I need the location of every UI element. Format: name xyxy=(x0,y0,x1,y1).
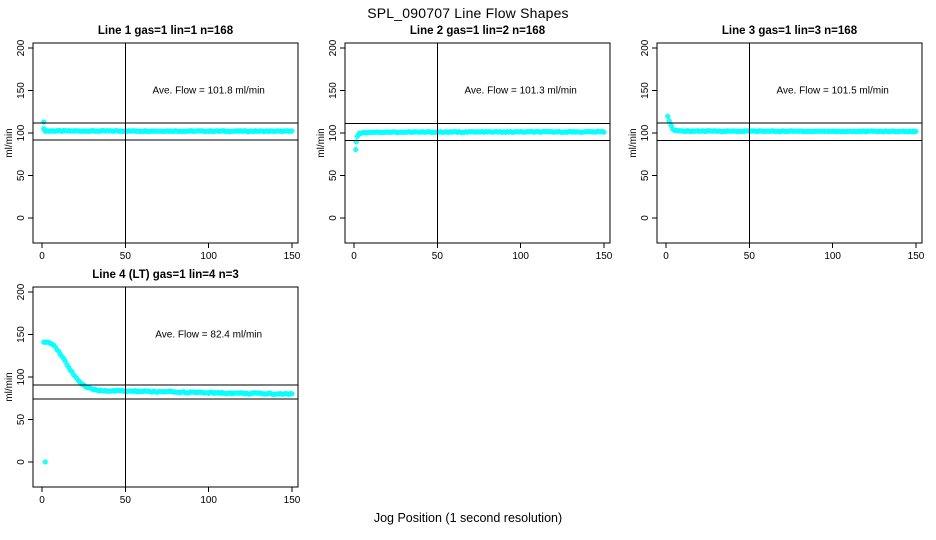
y-tick-label: 100 xyxy=(640,124,651,141)
y-tick-label: 200 xyxy=(16,283,27,300)
x-tick-label: 100 xyxy=(512,251,529,262)
plot-panel-line-3: 0 50 100 150 0 50 100 150 200 ml/min Ave. Flow = 1… xyxy=(628,39,925,262)
x-tick-label: 0 xyxy=(351,251,357,262)
ave-flow-annotation: Ave. Flow = 82.4 ml/min xyxy=(155,330,262,341)
ave-flow-annotation: Ave. Flow = 101.8 ml/min xyxy=(153,86,265,97)
y-axis-unit-label: ml/min xyxy=(4,372,15,401)
x-tick-label: 150 xyxy=(908,251,925,262)
plot-box xyxy=(32,42,299,244)
y-tick-label: 200 xyxy=(16,39,27,56)
data-point-crosses xyxy=(41,119,295,135)
x-axis-label: Jog Position (1 second resolution) xyxy=(373,511,563,525)
x-tick-label: 50 xyxy=(120,495,132,506)
x-tick-label: 0 xyxy=(663,251,669,262)
panel-title-line-3: Line 3 gas=1 lin=3 n=168 xyxy=(721,25,858,37)
data-point-crosses xyxy=(41,339,295,465)
y-tick-label: 0 xyxy=(16,459,27,465)
x-tick-label: 0 xyxy=(39,251,45,262)
y-tick-label: 200 xyxy=(640,39,651,56)
x-tick-label: 150 xyxy=(284,495,301,506)
plot-panel-line-1: 0 50 100 150 0 50 100 150 200 ml/min Ave. Flow = 1… xyxy=(4,39,301,262)
y-tick-label: 50 xyxy=(16,170,27,182)
y-tick-label: 150 xyxy=(640,82,651,99)
x-tick-label: 50 xyxy=(432,251,444,262)
y-tick-label: 150 xyxy=(16,82,27,99)
y-tick-label: 50 xyxy=(328,170,339,182)
plot-panel-line-4: 0 50 100 150 0 50 100 150 200 ml/min Ave. Flow = 8… xyxy=(4,283,301,506)
plot-box xyxy=(656,42,923,244)
x-tick-label: 50 xyxy=(744,251,756,262)
y-axis-unit-label: ml/min xyxy=(4,128,15,157)
data-point-crosses xyxy=(353,128,607,153)
x-tick-label: 150 xyxy=(596,251,613,262)
y-tick-label: 150 xyxy=(16,326,27,343)
y-axis-unit-label: ml/min xyxy=(316,128,327,157)
x-tick-label: 100 xyxy=(200,495,217,506)
panel-title-line-1: Line 1 gas=1 lin=1 n=168 xyxy=(97,25,234,37)
x-tick-label: 50 xyxy=(120,251,132,262)
plot-box xyxy=(344,42,611,244)
y-tick-label: 100 xyxy=(16,124,27,141)
y-tick-label: 0 xyxy=(640,215,651,221)
data-point-crosses xyxy=(665,113,919,135)
y-tick-label: 200 xyxy=(328,39,339,56)
x-tick-label: 100 xyxy=(824,251,841,262)
x-tick-label: 100 xyxy=(200,251,217,262)
y-tick-label: 0 xyxy=(16,215,27,221)
y-tick-label: 100 xyxy=(16,368,27,385)
ave-flow-annotation: Ave. Flow = 101.3 ml/min xyxy=(465,86,577,97)
panel-title-line-4: Line 4 (LT) gas=1 lin=4 n=3 xyxy=(92,269,239,281)
y-tick-label: 50 xyxy=(640,170,651,182)
x-tick-label: 150 xyxy=(284,251,301,262)
y-tick-label: 150 xyxy=(328,82,339,99)
y-tick-label: 50 xyxy=(16,414,27,426)
y-tick-label: 100 xyxy=(328,124,339,141)
panel-title-line-2: Line 2 gas=1 lin=2 n=168 xyxy=(409,25,546,37)
plot-panel-line-2: 0 50 100 150 0 50 100 150 200 ml/min Ave. Flow = 1… xyxy=(316,39,613,262)
y-tick-label: 0 xyxy=(328,215,339,221)
y-axis-unit-label: ml/min xyxy=(628,128,639,157)
plot-box xyxy=(32,286,299,488)
x-tick-label: 0 xyxy=(39,495,45,506)
figure-title: SPL_090707 Line Flow Shapes xyxy=(367,5,569,21)
ave-flow-annotation: Ave. Flow = 101.5 ml/min xyxy=(777,86,889,97)
